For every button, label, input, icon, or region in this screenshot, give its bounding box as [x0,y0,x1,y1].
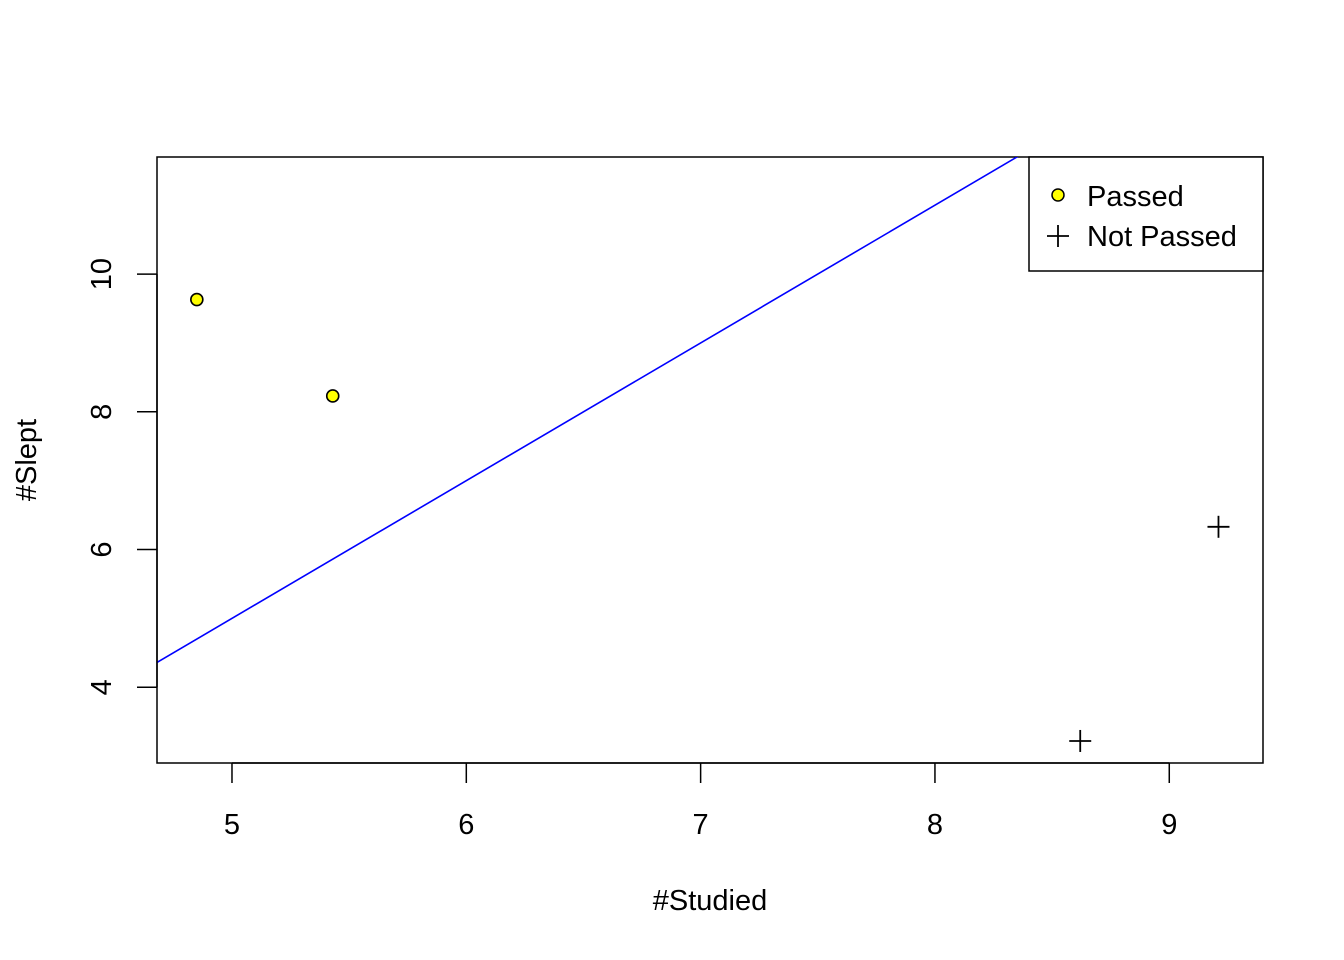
y-tick-label: 6 [86,541,118,557]
point-not-passed [1207,515,1230,538]
legend-marker-not-passed [1047,225,1069,247]
point-passed [190,292,204,307]
x-tick-label: 8 [927,809,943,841]
y-tick-label: 8 [86,404,118,420]
legend-label-not-passed: Not Passed [1087,221,1237,253]
reference-line [157,157,1019,664]
point-passed [325,389,340,403]
x-tick-label: 5 [224,809,240,841]
y-tick-label: 10 [86,258,118,290]
y-tick-label: 4 [86,679,118,695]
x-axis-title: #Studied [653,885,768,917]
legend-marker-passed [1051,188,1065,202]
points-layer [190,292,1230,752]
x-tick-label: 6 [458,809,474,841]
point-not-passed [1069,729,1092,752]
legend-label-passed: Passed [1087,181,1184,213]
y-axis: 4 6 8 10 [86,258,158,695]
legend-box [1028,156,1264,272]
reference-line-layer [157,157,1019,664]
y-axis-title: #Slept [11,419,43,501]
x-axis: 5 6 7 8 9 [224,762,1177,841]
legend: Passed Not Passed [1028,156,1264,272]
x-tick-label: 9 [1161,809,1177,841]
x-tick-label: 7 [693,809,709,841]
